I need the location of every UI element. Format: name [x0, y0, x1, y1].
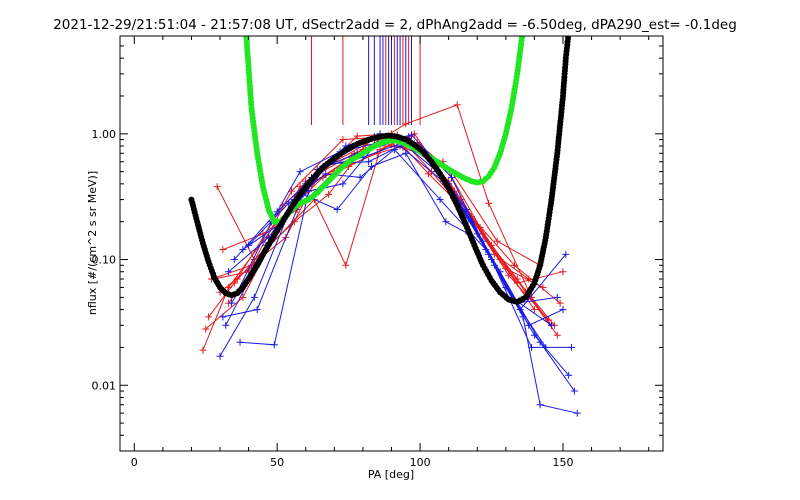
data-point-red	[219, 246, 227, 254]
data-point-blue	[528, 343, 536, 351]
vertical-markers	[310, 36, 421, 125]
data-point-red	[553, 331, 561, 339]
data-point-blue	[448, 173, 456, 181]
data-point-blue	[367, 162, 375, 170]
x-tick-label: 0	[131, 456, 138, 469]
fit-layer	[188, 36, 572, 305]
data-point-blue	[516, 306, 524, 314]
series-line-blue	[225, 133, 570, 376]
y-tick-label: 0.01	[92, 379, 117, 392]
data-point-blue	[225, 268, 233, 276]
y-tick-label: 0.10	[92, 254, 117, 267]
data-point-blue	[442, 218, 450, 226]
data-point-blue	[273, 208, 281, 216]
data-point-blue	[270, 341, 278, 349]
data-point-red	[453, 101, 461, 109]
data-point-red	[199, 346, 207, 354]
data-point-blue	[219, 313, 227, 321]
data-point-blue	[559, 306, 567, 314]
y-tick-label: 1.00	[92, 128, 117, 141]
x-tick-label: 100	[410, 456, 431, 469]
data-point-blue	[562, 250, 570, 258]
data-point-blue	[565, 371, 573, 379]
data-point-red	[205, 313, 213, 321]
data-point-blue	[402, 149, 410, 157]
data-point-blue	[408, 131, 416, 139]
data-point-blue	[570, 387, 578, 395]
data-point-red	[505, 271, 513, 279]
data-point-blue	[216, 352, 224, 360]
series-line-red	[202, 137, 552, 351]
y-axis-label: nflux [#/(cm^2 s sr MeV)]	[86, 171, 99, 315]
data-point-red	[339, 136, 347, 144]
data-point-red	[213, 183, 221, 191]
data-point-red	[402, 120, 410, 128]
data-point-red	[513, 279, 521, 287]
fit-curve-green	[243, 36, 525, 225]
data-point-red	[476, 223, 484, 231]
data-point-blue	[536, 401, 544, 409]
data-point-red	[530, 306, 538, 314]
y-axis: 0.01 0.10 1.00	[92, 35, 663, 452]
data-point-blue	[488, 256, 496, 264]
data-point-blue	[222, 321, 230, 329]
data-point-red	[376, 146, 384, 154]
data-point-red	[233, 275, 241, 283]
x-tick-label: 150	[552, 456, 573, 469]
x-axis-label: PA [deg]	[368, 468, 414, 481]
data-point-blue	[568, 343, 576, 351]
data-point-blue	[339, 180, 347, 188]
data-point-red	[202, 325, 210, 333]
data-point-red	[342, 261, 350, 269]
data-point-red	[493, 237, 501, 245]
x-axis: 0 50 100 150	[131, 36, 650, 469]
series-line-red	[211, 133, 561, 304]
data-point-red	[353, 132, 361, 140]
data-point-blue	[548, 321, 556, 329]
data-point-blue	[573, 409, 581, 417]
data-point-blue	[365, 158, 373, 166]
data-point-blue	[250, 293, 258, 301]
series-line-red	[214, 136, 535, 310]
x-tick-label: 50	[270, 456, 284, 469]
data-point-red	[410, 130, 418, 138]
data-point-red	[230, 279, 238, 287]
data-point-red	[485, 199, 493, 207]
data-point-blue	[253, 306, 261, 314]
series-line-blue	[222, 152, 469, 318]
data-point-blue	[245, 241, 253, 249]
data-point-red	[556, 299, 564, 307]
data-point-blue	[525, 321, 533, 329]
data-point-blue	[436, 196, 444, 204]
data-point-red	[325, 190, 333, 198]
data-point-blue	[296, 168, 304, 176]
chart-title: 2021-12-29/21:51:04 - 21:57:08 UT, dSect…	[53, 17, 737, 33]
fit-curve-black	[188, 36, 572, 305]
data-point-red	[559, 268, 567, 276]
series-line-blue	[231, 136, 575, 392]
data-point-blue	[333, 206, 341, 214]
data-point-blue	[230, 256, 238, 264]
data-point-blue	[390, 146, 398, 154]
data-point-red	[425, 170, 433, 178]
data-point-blue	[236, 338, 244, 346]
fit-point-green	[519, 36, 525, 41]
data-point-blue	[553, 293, 561, 301]
data-point-blue	[322, 170, 330, 178]
data-point-blue	[227, 299, 235, 307]
data-point-blue	[239, 246, 247, 254]
